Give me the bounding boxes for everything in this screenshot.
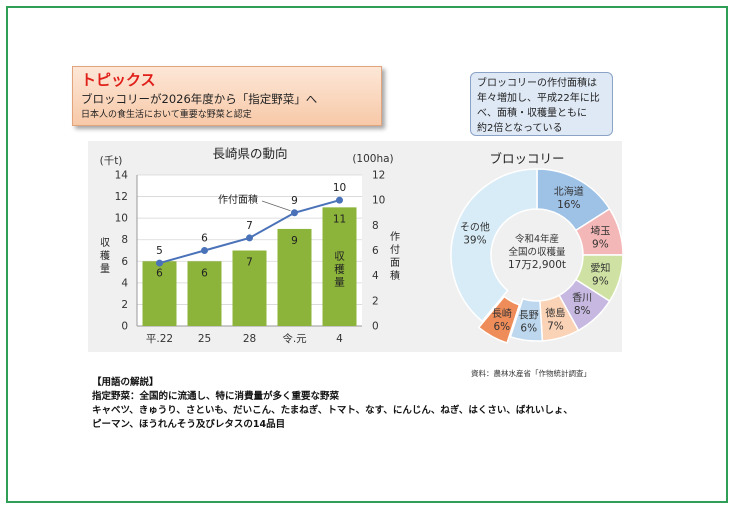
y-right-tick: 10 (372, 195, 385, 207)
bar-data-label: 9 (291, 235, 298, 247)
bar (232, 250, 267, 326)
topics-title: トピックス (81, 71, 156, 89)
bar (322, 207, 357, 326)
slice-value-label: 39% (463, 235, 486, 247)
slice-label: 北海道 (554, 185, 584, 198)
bar-data-label: 6 (201, 267, 208, 279)
slice-label: 長崎 (492, 307, 512, 320)
donut-center-text: 17万2,900t (508, 259, 566, 271)
line-point (336, 196, 343, 204)
y-left-tick: 6 (121, 256, 128, 268)
y-left-tick: 14 (115, 170, 129, 182)
slice-label: 愛知 (590, 261, 610, 274)
bar (142, 261, 177, 326)
slice-value-label: 16% (557, 199, 580, 211)
y-right-axis-label: 面 (390, 258, 400, 269)
bar-data-label: 7 (246, 257, 253, 269)
donut-title: ブロッコリー (489, 151, 564, 166)
line-point (246, 234, 253, 242)
x-tick-label: 平.22 (146, 333, 173, 345)
bar (277, 228, 312, 326)
y-right-axis-label: 付 (390, 243, 400, 256)
y-right-tick: 8 (372, 220, 379, 232)
donut-slice (509, 297, 544, 342)
y-left-tick: 8 (121, 234, 128, 246)
y-left-axis-label: 量 (100, 263, 110, 275)
slice-label: 長野 (519, 309, 539, 321)
x-tick-label: 4 (336, 333, 343, 345)
y-right-tick: 2 (372, 295, 379, 307)
glossary-line: 指定野菜：全国的に流通し、特に消費量が多く重要な野菜 (92, 391, 340, 402)
line-point (156, 259, 163, 267)
y-right-tick: 0 (372, 321, 379, 333)
glossary-line: ピーマン、ほうれんそう及びレタスの14品目 (92, 419, 286, 430)
topics-subline: 日本人の食生活において重要な野菜と認定 (81, 110, 252, 120)
bar-series-label: 収 (334, 250, 345, 262)
combo-chart-title: 長崎県の動向 (212, 146, 287, 161)
line-data-label: 10 (333, 182, 346, 194)
topics-box: トピックス ブロッコリーが2026年度から「指定野菜」へ 日本人の食生活において… (72, 66, 382, 126)
y-right-axis-label: 積 (390, 269, 400, 282)
bar (187, 261, 222, 326)
y-left-tick: 12 (115, 191, 128, 203)
callout-line: ブロッコリーの作付面積は (477, 78, 597, 89)
y-right-unit: (100ha) (352, 153, 393, 165)
bar-series-label: 穫 (334, 263, 345, 275)
line-data-label: 5 (156, 245, 163, 257)
topics-headline: ブロッコリーが2026年度から「指定野菜」へ (81, 92, 318, 106)
slice-value-label: 6% (493, 321, 510, 333)
y-left-tick: 2 (121, 299, 128, 311)
glossary: 【用語の解説】 指定野菜：全国的に流通し、特に消費量が多く重要な野菜 キャベツ、… (92, 376, 573, 432)
callout-line: べ、面積・収穫量ともに (477, 108, 587, 119)
slice-value-label: 6% (520, 322, 537, 334)
x-tick-label: 28 (243, 333, 256, 345)
y-left-tick: 10 (115, 213, 128, 225)
slice-label: 徳島 (545, 306, 565, 319)
slice-value-label: 9% (592, 239, 609, 251)
y-right-tick: 12 (372, 170, 385, 182)
slice-label: 香川 (572, 292, 592, 304)
line-label-leader (261, 200, 291, 212)
line-data-label: 7 (246, 220, 253, 232)
line-data-label: 9 (291, 195, 298, 207)
line-point (291, 209, 298, 217)
glossary-heading: 【用語の解説】 (92, 377, 159, 388)
y-right-tick: 4 (372, 270, 379, 282)
slice-label: 埼玉 (590, 225, 610, 238)
y-left-tick: 0 (121, 321, 128, 333)
y-left-tick: 4 (121, 277, 128, 289)
bar-data-label: 11 (333, 213, 346, 225)
y-left-axis-label: 収 (100, 237, 110, 249)
line-data-label: 6 (201, 233, 208, 245)
y-left-axis-label: 穫 (100, 250, 110, 262)
callout-line: 約2倍となっている (477, 123, 563, 134)
line-point (201, 247, 208, 254)
bar-data-label: 6 (156, 267, 163, 279)
slice-value-label: 8% (574, 305, 591, 317)
bar-series-label: 量 (334, 276, 345, 288)
line-series-label: 作付面積 (218, 193, 258, 206)
page-frame (6, 6, 728, 503)
glossary-line: キャベツ、きゅうり、さといも、だいこん、たまねぎ、トマト、なす、にんじん、ねぎ、… (92, 405, 573, 416)
x-tick-label: 令.元 (282, 332, 307, 345)
donut-slice (477, 295, 521, 344)
slice-value-label: 7% (547, 320, 564, 332)
donut-center-text: 全国の収穫量 (508, 246, 566, 258)
donut-slice (450, 168, 538, 323)
y-left-unit: (千t) (100, 155, 123, 167)
slice-label: その他 (460, 221, 490, 234)
callout-box: ブロッコリーの作付面積は 年々増加し、平成22年に比 べ、面積・収穫量ともに 約… (470, 72, 613, 136)
callout-line: 年々増加し、平成22年に比 (477, 93, 600, 104)
slice-value-label: 9% (592, 275, 609, 287)
donut-center-text: 令和4年産 (515, 233, 559, 245)
source-note: 資料：農林水産省「作物統計調査」 (471, 369, 591, 378)
y-right-axis-label: 作 (390, 231, 400, 243)
x-tick-label: 25 (198, 333, 211, 345)
y-right-tick: 6 (372, 245, 379, 257)
